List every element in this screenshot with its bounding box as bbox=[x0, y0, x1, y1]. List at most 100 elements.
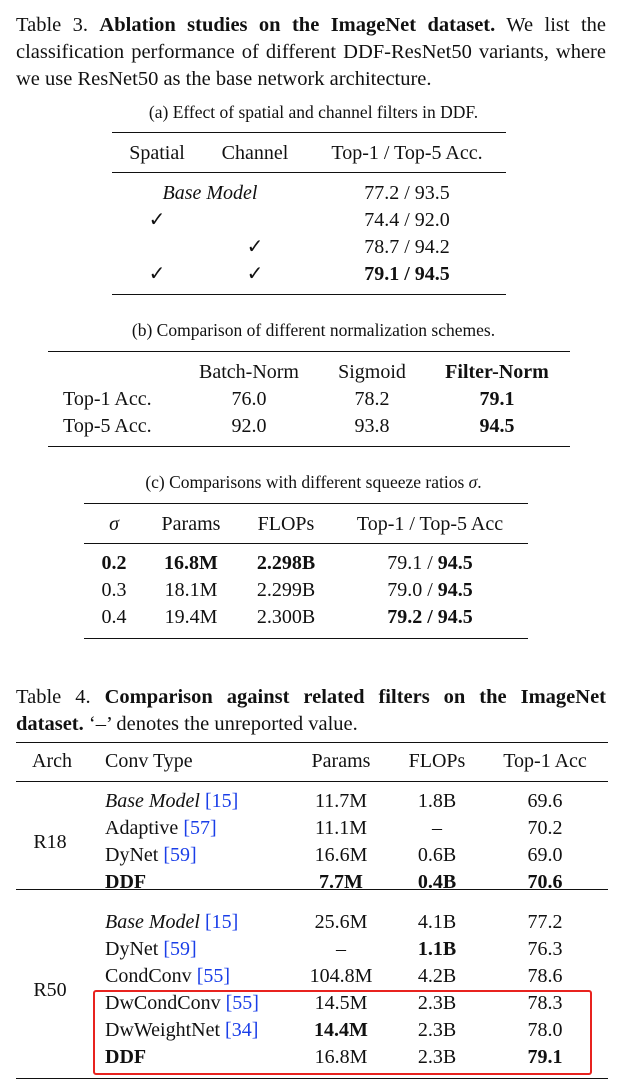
cell: ✓ bbox=[246, 263, 264, 285]
cell: – bbox=[336, 938, 346, 960]
cell: 19.4M bbox=[164, 606, 218, 628]
cell: 69.0 bbox=[527, 844, 563, 866]
header-cell: Filter-Norm bbox=[445, 359, 549, 385]
subcaption: (c) Comparisons with different squeeze r… bbox=[0, 470, 627, 494]
text-run: 2.298B bbox=[256, 552, 316, 574]
cell: 76.0 bbox=[231, 388, 267, 410]
cell: 2.3B bbox=[417, 992, 457, 1014]
cell: ✓ bbox=[148, 263, 166, 285]
table-rule bbox=[48, 351, 570, 352]
cell: 11.7M bbox=[314, 790, 368, 812]
cell: Adaptive [57] bbox=[105, 815, 217, 841]
cell: 14.4M bbox=[314, 1017, 368, 1043]
cell: 18.1M bbox=[164, 579, 218, 601]
header-cell: Conv Type bbox=[105, 750, 193, 772]
cell: DwCondConv [55] bbox=[105, 990, 259, 1016]
cell: 14.5M bbox=[314, 992, 368, 1014]
row-label: Top-1 Acc. bbox=[63, 388, 152, 410]
cell: Base Model bbox=[163, 180, 258, 206]
table-rule bbox=[112, 172, 506, 173]
header-cell: Arch bbox=[32, 750, 72, 772]
table-rule bbox=[16, 889, 608, 890]
cell: 79.2 / 94.5 bbox=[387, 604, 473, 630]
cell: CondConv [55] bbox=[105, 963, 230, 989]
cell: 77.2 bbox=[527, 911, 563, 933]
table-rule bbox=[112, 132, 506, 133]
text-run: Ablation studies on the ImageNet dataset… bbox=[99, 14, 496, 36]
cell: 16.8M bbox=[314, 1046, 368, 1068]
text-run: Base Model bbox=[105, 790, 205, 812]
cell: 0.2 bbox=[102, 550, 127, 576]
table-rule bbox=[84, 638, 528, 639]
text-run: 0.2 bbox=[101, 552, 127, 574]
header-cell: Channel bbox=[221, 142, 289, 164]
cell: 78.0 bbox=[527, 1019, 563, 1041]
cell: DyNet [59] bbox=[105, 842, 197, 868]
text-run: DyNet bbox=[105, 844, 164, 866]
text-run: 0.4B bbox=[417, 871, 457, 893]
text-run: Base Model bbox=[105, 911, 205, 933]
header-cell: Top-1 Acc bbox=[503, 750, 587, 772]
text-run: 79.1 bbox=[527, 1046, 563, 1068]
cell: 0.4B bbox=[418, 869, 456, 895]
cell: 2.3B bbox=[417, 1019, 457, 1041]
cell: 2.299B bbox=[256, 579, 316, 601]
cell: DwWeightNet [34] bbox=[105, 1017, 258, 1043]
cell: 0.3 bbox=[101, 579, 127, 601]
text-run: 79.1 / bbox=[387, 552, 438, 574]
header-cell: Sigmoid bbox=[338, 361, 406, 383]
text-run: 79.0 / bbox=[387, 579, 438, 601]
text-run: Table 3. bbox=[16, 14, 100, 36]
cell: 79.1 / 94.5 bbox=[364, 261, 450, 287]
cell: 93.8 bbox=[354, 415, 390, 437]
arch-label: R18 bbox=[33, 830, 67, 853]
subcaption: (a) Effect of spatial and channel filter… bbox=[148, 102, 479, 122]
text-run: . bbox=[477, 472, 482, 492]
text-run: [57] bbox=[183, 817, 217, 839]
cell: 4.1B bbox=[417, 911, 457, 933]
cell: – bbox=[432, 817, 442, 839]
cell: 16.6M bbox=[314, 844, 368, 866]
table-rule bbox=[84, 503, 528, 504]
text-run: 79.1 / 94.5 bbox=[364, 263, 450, 285]
text-run: [59] bbox=[163, 844, 197, 866]
header-cell: σ bbox=[109, 511, 119, 537]
text-run: 79.1 bbox=[479, 388, 515, 410]
text-run: ‘–’ denotes the unreported value. bbox=[83, 713, 358, 735]
caption: Table 3. Ablation studies on the ImageNe… bbox=[16, 12, 606, 93]
cell: Base Model [15] bbox=[105, 788, 238, 814]
table-rule bbox=[16, 781, 608, 782]
text-run: [55] bbox=[225, 992, 259, 1014]
cell: 2.300B bbox=[256, 606, 316, 628]
header-cell: Top-1 / Top-5 Acc. bbox=[331, 142, 483, 164]
cell: 2.298B bbox=[257, 550, 315, 576]
text-run: [34] bbox=[225, 1019, 259, 1041]
cell: Base Model [15] bbox=[105, 909, 238, 935]
subcaption: (b) Comparison of different normalizatio… bbox=[131, 320, 496, 340]
cell: 0.6B bbox=[417, 844, 457, 866]
cell: 70.2 bbox=[527, 817, 563, 839]
row-label: Top-5 Acc. bbox=[63, 415, 152, 437]
cell: 70.6 bbox=[528, 869, 563, 895]
cell: 4.2B bbox=[417, 965, 457, 987]
table-rule bbox=[16, 1078, 608, 1079]
cell: 78.2 bbox=[354, 388, 390, 410]
text-run: DwCondConv bbox=[105, 992, 226, 1014]
header-cell: FLOPs bbox=[408, 750, 466, 772]
cell: 79.1 bbox=[528, 1044, 563, 1070]
table-rule bbox=[84, 543, 528, 544]
text-run: We list the classification performance o… bbox=[16, 14, 607, 90]
cell: 1.8B bbox=[417, 790, 457, 812]
caption: Table 4. Comparison against related filt… bbox=[16, 684, 606, 738]
cell: 74.4 / 92.0 bbox=[364, 209, 450, 231]
cell: 77.2 / 93.5 bbox=[364, 182, 450, 204]
text-run: 1.1B bbox=[417, 938, 457, 960]
text-run: 7.7M bbox=[319, 871, 363, 893]
cell: 79.0 / 94.5 bbox=[387, 577, 473, 603]
text-run: Table 4. bbox=[16, 686, 105, 708]
cell: DDF bbox=[105, 869, 146, 895]
table-rule bbox=[16, 742, 608, 743]
text-run: [55] bbox=[196, 965, 231, 987]
cell: 78.7 / 94.2 bbox=[364, 236, 450, 258]
cell: 11.1M bbox=[314, 817, 368, 839]
